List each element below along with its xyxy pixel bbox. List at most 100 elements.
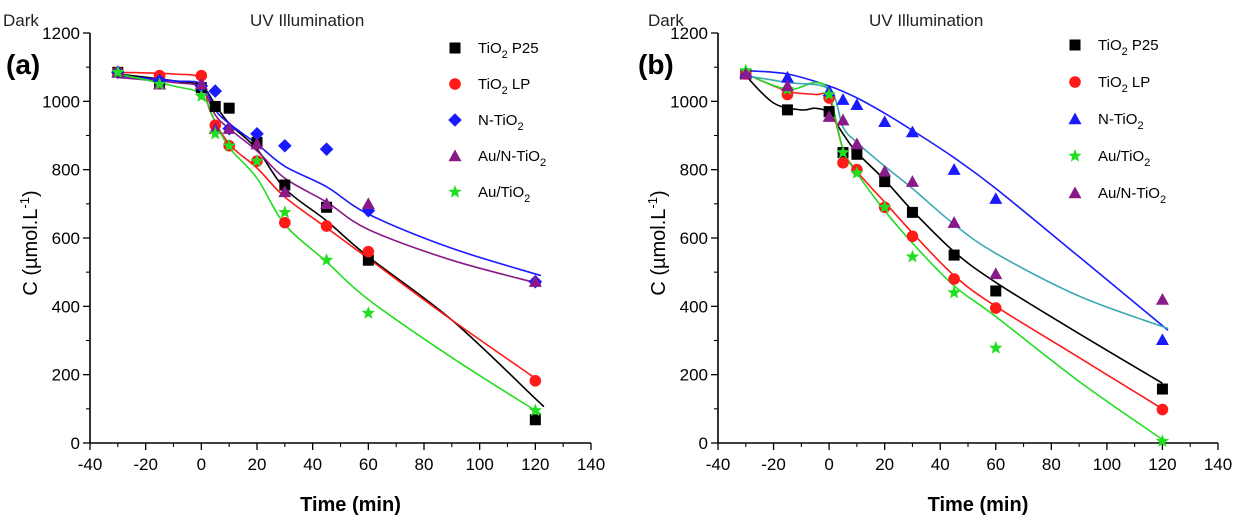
- x-tick-label: 140: [1204, 455, 1232, 474]
- legend-label-subscript: 2: [524, 193, 530, 205]
- data-point: [850, 98, 864, 110]
- data-point: [250, 154, 264, 167]
- fit-curve: [745, 73, 1163, 410]
- data-point: [222, 122, 236, 134]
- x-tick-label: 140: [577, 455, 605, 474]
- fit-curve: [117, 76, 542, 285]
- data-point: [279, 216, 291, 229]
- x-tick-label: -20: [761, 455, 786, 474]
- legend-label: TiO2 P25: [1098, 37, 1159, 58]
- data-point: [194, 89, 208, 102]
- data-point: [223, 102, 235, 114]
- legend-label-tail: P25: [1128, 37, 1159, 54]
- x-tick-label: 0: [824, 455, 833, 474]
- data-point: [822, 87, 836, 101]
- data-point: [250, 126, 264, 141]
- data-point: [152, 77, 167, 90]
- fit-curve: [745, 69, 1169, 331]
- data-point: [989, 341, 1003, 354]
- legend-label-tail: LP: [1128, 74, 1151, 91]
- x-tick-label: 40: [931, 455, 950, 474]
- data-point: [209, 100, 221, 112]
- x-axis-title: Time (min): [300, 494, 401, 516]
- fit-curve: [745, 74, 1169, 330]
- data-point: [948, 249, 960, 261]
- legend-label-subscript: 2: [502, 49, 508, 61]
- y-tick-label: 800: [52, 161, 80, 180]
- legend-label-subscript: 2: [502, 85, 508, 97]
- data-point: [1156, 403, 1169, 416]
- y-axis-title-superscript: -1: [17, 197, 32, 209]
- data-point: [528, 275, 542, 287]
- x-tick-label: 40: [303, 455, 322, 474]
- legend-label-main: TiO: [478, 76, 502, 93]
- data-point: [851, 148, 863, 160]
- data-point: [361, 306, 375, 319]
- data-point: [906, 206, 918, 218]
- legend-label-main: TiO: [1098, 74, 1122, 91]
- legend-label: Au/TiO2: [1098, 148, 1150, 169]
- data-point: [1155, 434, 1170, 447]
- data-point: [1156, 383, 1168, 395]
- data-point: [850, 166, 864, 179]
- x-tick-label: 120: [521, 455, 549, 474]
- data-point: [989, 267, 1003, 280]
- data-point: [250, 137, 264, 150]
- y-tick-label: 800: [680, 161, 708, 180]
- data-point: [279, 179, 291, 191]
- uv-region-label: UV Illumination: [250, 11, 364, 30]
- y-tick-label: 400: [680, 297, 708, 316]
- legend-label-subscript: 2: [517, 121, 523, 133]
- data-point: [362, 245, 375, 258]
- x-tick-label: -40: [78, 455, 103, 474]
- y-axis-title: C (µmol.L-1): [17, 190, 42, 295]
- x-tick-label: 20: [875, 455, 894, 474]
- x-tick-label: 100: [1093, 455, 1121, 474]
- data-point: [906, 230, 919, 243]
- data-point: [989, 192, 1003, 204]
- x-axis-title: Time (min): [928, 494, 1029, 516]
- y-tick-label: 0: [71, 434, 80, 453]
- data-point: [989, 302, 1002, 314]
- legend-marker: [449, 42, 461, 54]
- y-axis-title-end: ): [20, 190, 42, 197]
- x-tick-label: 80: [415, 455, 434, 474]
- data-point: [208, 126, 222, 140]
- legend-label-main: TiO: [478, 40, 502, 57]
- data-point: [879, 176, 891, 188]
- data-point: [320, 197, 334, 210]
- data-point: [278, 185, 292, 198]
- legend-marker: [448, 113, 462, 127]
- data-point: [278, 138, 292, 153]
- y-tick-label: 600: [52, 229, 80, 248]
- chart-panel-b: Dark UV Illumination(b)-40 -20 0 20 40 60 80 100…: [638, 11, 1232, 516]
- data-point: [362, 254, 374, 266]
- y-axis-title-end: ): [648, 190, 670, 197]
- legend-label-tail: P25: [508, 40, 539, 57]
- panel-label: (b): [638, 49, 674, 80]
- data-point: [780, 70, 794, 83]
- data-point: [822, 110, 836, 122]
- x-tick-label: 80: [1042, 455, 1061, 474]
- data-point: [222, 138, 236, 152]
- y-tick-label: 1200: [670, 24, 708, 43]
- x-tick-label: 20: [248, 455, 267, 474]
- data-point: [319, 142, 334, 156]
- data-point: [837, 157, 849, 169]
- legend-label: TiO2 LP: [478, 76, 530, 97]
- y-tick-label: 400: [52, 297, 80, 316]
- series-markers: [112, 66, 542, 387]
- legend-label-subscript: 2: [1122, 46, 1128, 58]
- data-point: [836, 145, 850, 159]
- y-tick-label: 1000: [670, 92, 708, 111]
- legend-label-subscript: 2: [1160, 194, 1166, 206]
- data-point: [529, 414, 541, 426]
- data-point: [361, 197, 375, 210]
- data-point: [780, 79, 794, 92]
- y-tick-label: 600: [680, 229, 708, 248]
- data-point: [278, 205, 292, 219]
- data-point: [361, 203, 376, 218]
- legend-label-main: Au/TiO: [1098, 148, 1144, 165]
